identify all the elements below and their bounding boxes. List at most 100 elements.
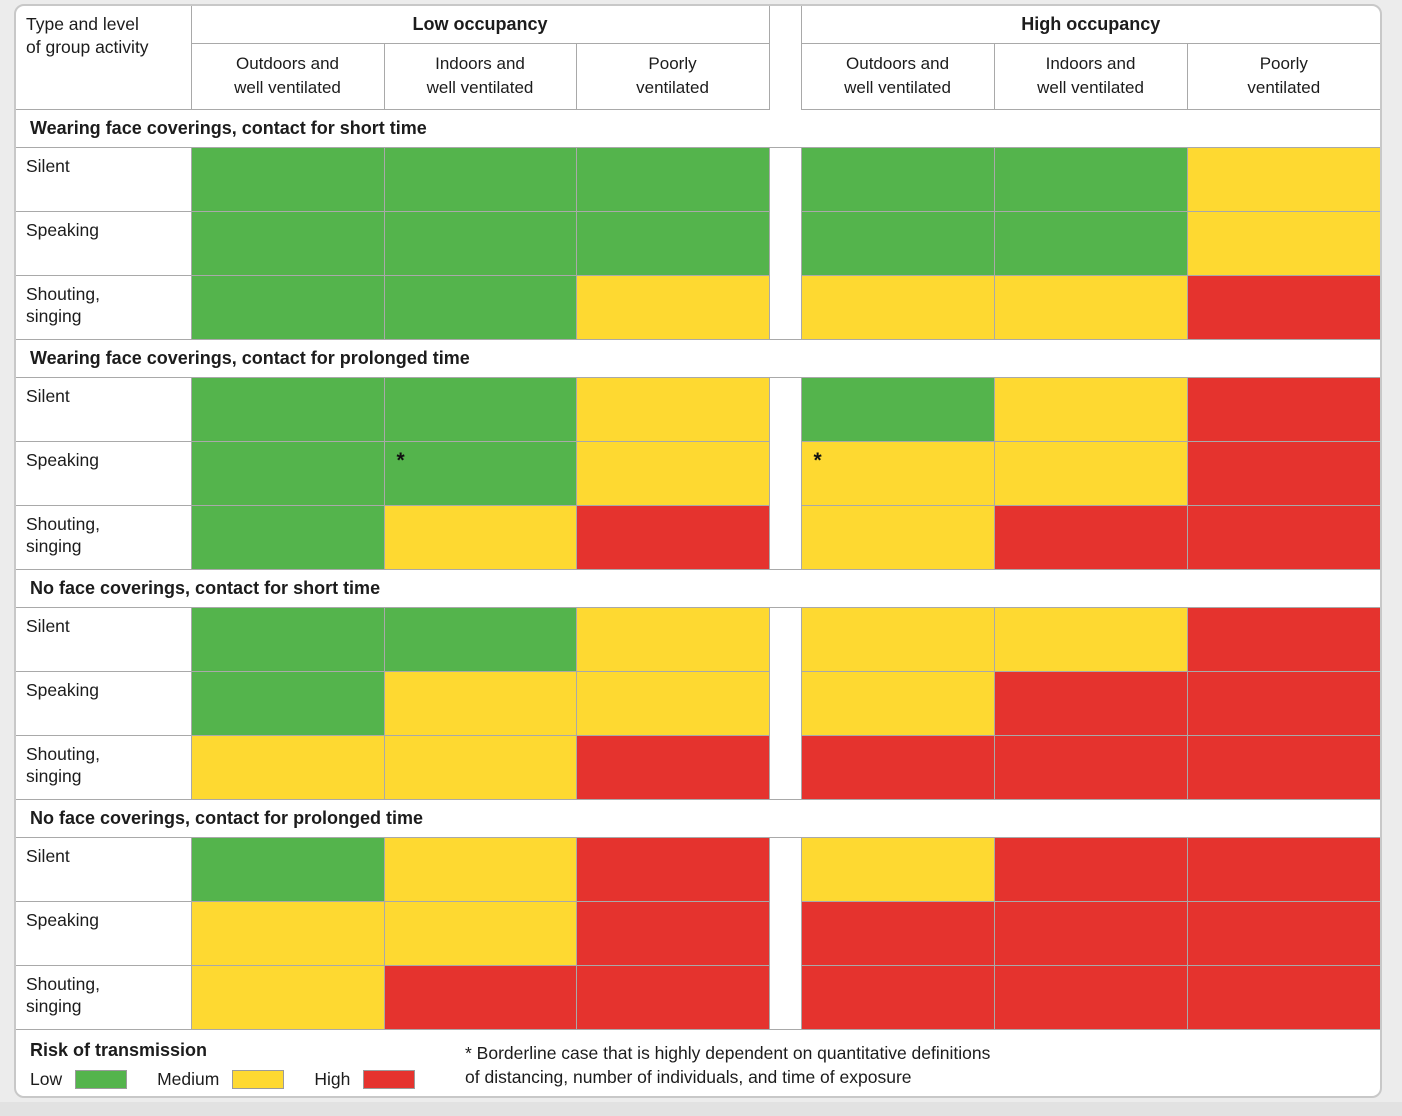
column-spacer — [769, 211, 802, 275]
risk-cell-low — [190, 146, 385, 212]
column-spacer — [769, 377, 802, 441]
risk-cell-medium: * — [800, 440, 995, 506]
risk-cell-low — [383, 606, 577, 672]
subheader-line: Outdoors and — [235, 54, 339, 74]
risk-cell-low — [383, 210, 577, 276]
footnote-line-1: * Borderline case that is highly depende… — [465, 1042, 991, 1063]
risk-cell-low — [190, 504, 385, 570]
risk-cell-low — [383, 274, 577, 340]
risk-cell-high — [993, 900, 1188, 966]
subheader-line: Poorly — [1259, 54, 1308, 74]
column-spacer — [769, 275, 802, 339]
risk-cell-high — [1186, 900, 1380, 966]
risk-cell-medium — [993, 376, 1188, 442]
subheader-line: Outdoors and — [846, 54, 950, 74]
risk-cell-high — [1186, 376, 1380, 442]
footnote-line-2: of distancing, number of individuals, an… — [465, 1067, 912, 1088]
risk-cell-low: * — [383, 440, 577, 506]
risk-cell-high — [993, 734, 1188, 800]
risk-cell-medium — [383, 900, 577, 966]
risk-cell-medium — [383, 836, 577, 902]
risk-cell-medium — [993, 274, 1188, 340]
borderline-marker: * — [813, 448, 822, 472]
column-spacer — [769, 607, 802, 671]
risk-cell-high — [1186, 670, 1380, 736]
legend-item-medium: Medium — [157, 1068, 285, 1090]
risk-cell-medium — [383, 670, 577, 736]
subheader-low-poorly-ventilated: Poorly ventilated — [575, 42, 770, 110]
activity-label: Speaking — [16, 670, 192, 736]
risk-table: Type and level of group activity Low occ… — [16, 6, 1380, 1096]
subheader-line: well ventilated — [426, 78, 534, 97]
risk-cell-high — [575, 900, 770, 966]
risk-cell-low — [383, 376, 577, 442]
activity-label: Speaking — [16, 440, 192, 506]
risk-cell-medium — [190, 900, 385, 966]
risk-cell-high — [1186, 606, 1380, 672]
legend-label-medium: Medium — [157, 1068, 220, 1089]
risk-cell-low — [575, 210, 770, 276]
risk-cell-medium — [575, 606, 770, 672]
section-title: No face coverings, contact for short tim… — [16, 568, 1380, 608]
risk-cell-medium — [800, 670, 995, 736]
column-spacer — [769, 441, 802, 505]
risk-cell-high — [993, 670, 1188, 736]
risk-cell-high — [993, 836, 1188, 902]
risk-cell-medium — [190, 964, 385, 1030]
subheader-low-outdoors: Outdoors and well ventilated — [191, 42, 385, 110]
risk-cell-high — [800, 734, 995, 800]
risk-cell-low — [190, 274, 385, 340]
activity-label: Silent — [16, 146, 192, 212]
risk-cell-low — [190, 210, 385, 276]
column-spacer — [769, 837, 802, 901]
column-group-low-occupancy: Low occupancy — [190, 6, 770, 44]
legend-item-high: High — [314, 1069, 416, 1090]
subheader-line: Indoors and — [435, 54, 525, 74]
risk-cell-low — [993, 210, 1188, 276]
column-spacer — [769, 147, 802, 211]
section-title: Wearing face coverings, contact for prol… — [16, 338, 1380, 378]
risk-cell-low — [190, 606, 385, 672]
corner-header-line: Type and level — [26, 14, 139, 34]
risk-cell-high — [1186, 964, 1380, 1030]
risk-cell-medium — [800, 274, 995, 340]
risk-cell-medium — [993, 440, 1188, 506]
column-spacer — [769, 671, 802, 735]
subheader-high-poorly-ventilated: Poorly ventilated — [1186, 42, 1380, 110]
risk-cell-low — [993, 146, 1188, 212]
subheader-high-outdoors: Outdoors and well ventilated — [800, 42, 995, 110]
subheader-line: Poorly — [648, 54, 697, 74]
risk-cell-medium — [800, 836, 995, 902]
risk-cell-medium — [383, 734, 577, 800]
activity-label: Speaking — [16, 210, 192, 276]
subheader-line: well ventilated — [844, 78, 951, 97]
risk-cell-medium — [1186, 146, 1380, 212]
column-group-high-occupancy: High occupancy — [800, 6, 1380, 44]
risk-cell-high — [575, 964, 770, 1030]
activity-label: Speaking — [16, 900, 192, 966]
risk-cell-high — [1186, 734, 1380, 800]
risk-cell-medium — [575, 440, 770, 506]
risk-cell-high — [1186, 504, 1380, 570]
risk-cell-medium — [575, 274, 770, 340]
risk-cell-high — [1186, 440, 1380, 506]
risk-cell-medium — [575, 670, 770, 736]
section-title: No face coverings, contact for prolonged… — [16, 798, 1380, 838]
subheader-line: well ventilated — [234, 78, 341, 97]
risk-cell-medium — [575, 376, 770, 442]
risk-cell-medium — [190, 734, 385, 800]
borderline-marker: * — [396, 448, 405, 472]
legend-label-low: Low — [30, 1068, 63, 1089]
risk-cell-high — [1186, 274, 1380, 340]
column-spacer — [769, 901, 802, 965]
risk-cell-high — [800, 964, 995, 1030]
risk-cell-high — [993, 964, 1188, 1030]
risk-cell-high — [575, 836, 770, 902]
risk-cell-low — [575, 146, 770, 212]
risk-cell-high — [575, 504, 770, 570]
activity-label: Silent — [16, 836, 192, 902]
corner-header: Type and level of group activity — [16, 6, 192, 110]
column-spacer — [769, 505, 802, 569]
risk-cell-low — [190, 440, 385, 506]
activity-label: Silent — [16, 606, 192, 672]
